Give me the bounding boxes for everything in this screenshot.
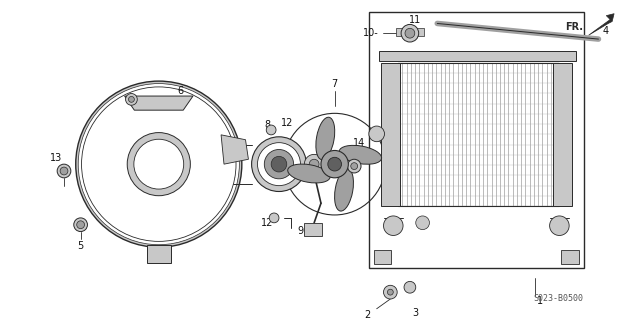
Circle shape [309,159,319,169]
Circle shape [405,28,415,38]
Circle shape [125,93,138,105]
Ellipse shape [335,169,353,211]
Text: FR.: FR. [565,22,583,32]
Circle shape [321,151,348,178]
Circle shape [351,163,358,169]
Text: S023-B0500: S023-B0500 [534,293,584,302]
Bar [147,245,170,263]
Circle shape [348,159,361,173]
Bar [398,63,559,206]
Polygon shape [125,96,193,110]
Text: 6: 6 [177,86,183,96]
Circle shape [264,150,294,179]
Circle shape [77,221,84,229]
Circle shape [81,87,236,241]
Circle shape [74,218,88,232]
Text: 3: 3 [413,308,419,318]
Ellipse shape [316,117,335,160]
Ellipse shape [339,145,381,164]
Circle shape [387,289,394,295]
Circle shape [328,157,342,171]
Polygon shape [589,14,614,35]
Circle shape [269,213,279,223]
Circle shape [129,96,134,102]
Bar [305,223,322,236]
Circle shape [305,154,324,174]
Circle shape [401,25,419,42]
Circle shape [257,143,300,186]
Polygon shape [221,135,248,164]
Text: 12: 12 [261,218,273,228]
Bar [379,51,576,61]
Text: 12: 12 [280,118,293,128]
Text: 5: 5 [77,241,84,251]
Text: 9: 9 [298,226,303,236]
Bar [374,250,391,264]
Circle shape [266,125,276,135]
Text: 13: 13 [50,153,62,163]
Circle shape [383,285,397,299]
Bar [552,63,572,206]
Text: 7: 7 [332,79,338,89]
Circle shape [550,216,569,235]
Circle shape [383,216,403,235]
Text: 2: 2 [364,310,370,319]
Circle shape [134,139,184,189]
Text: 14: 14 [353,138,365,148]
Circle shape [57,164,71,178]
Circle shape [60,167,68,175]
Bar [396,28,424,36]
Circle shape [252,137,307,191]
Ellipse shape [288,164,330,183]
Text: 4: 4 [602,26,609,36]
Bar [561,250,579,264]
Circle shape [369,126,385,142]
Bar [369,12,584,268]
Text: 8: 8 [264,120,270,130]
Text: 1: 1 [537,296,543,306]
Text: 10-: 10- [363,28,379,38]
Circle shape [127,133,190,196]
Text: 11: 11 [409,15,421,25]
Circle shape [78,84,239,245]
Circle shape [76,81,242,247]
Circle shape [271,156,287,172]
Circle shape [404,281,416,293]
Bar [381,63,400,206]
Circle shape [416,216,429,230]
